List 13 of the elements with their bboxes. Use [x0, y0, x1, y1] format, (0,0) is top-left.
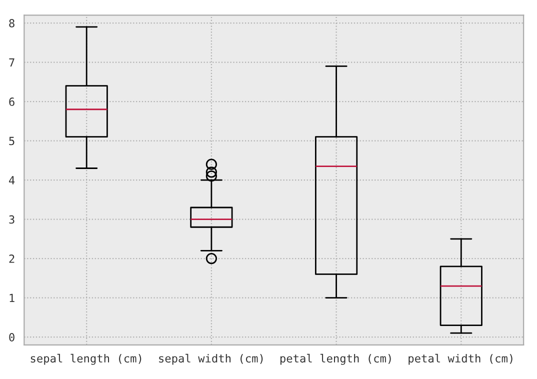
y-tick-label: 6 [9, 98, 14, 106]
y-tick-label: 3 [9, 215, 14, 224]
y-tick-label: 7 [9, 58, 14, 67]
y-tick-label: 1 [10, 294, 14, 302]
x-tick-label: petal length (cm) [280, 354, 391, 365]
y-tick-label: 4 [9, 176, 15, 184]
x-tick-label: sepal length (cm) [30, 354, 142, 365]
x-tick-label: petal width (cm) [408, 354, 512, 365]
y-tick-label: 2 [9, 254, 14, 263]
y-tick-label: 5 [9, 136, 14, 146]
y-tick-label: 8 [9, 19, 14, 28]
y-tick-label: 0 [9, 333, 14, 342]
x-tick-label: sepal width (cm) [159, 354, 263, 365]
